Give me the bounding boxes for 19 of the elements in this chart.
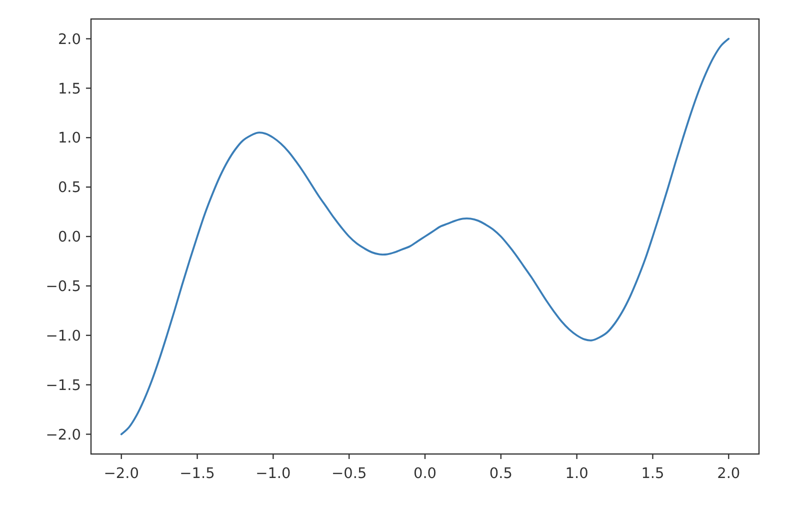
y-tick-label: −1.0 (46, 328, 81, 344)
y-tick-label: 0.5 (58, 180, 81, 196)
y-tick-label: 1.5 (58, 81, 81, 98)
x-tick-label: 2.0 (717, 466, 740, 482)
x-tick-label: 0.0 (413, 466, 437, 482)
x-tick-label: 1.0 (565, 466, 588, 482)
y-tick-label: 1.0 (58, 130, 81, 147)
y-tick-label: 0.0 (58, 230, 81, 246)
y-tick-label: −0.5 (46, 279, 81, 296)
y-tick-label: −1.5 (46, 378, 81, 394)
line-series (120, 38, 730, 436)
y-tick-label: −2.0 (46, 427, 81, 444)
x-tick-label: −2.0 (104, 466, 139, 482)
x-tick-label: 0.5 (489, 466, 512, 482)
x-tick-label: −1.5 (180, 466, 215, 482)
y-tick-label: 2.0 (58, 32, 81, 48)
x-tick-label: −1.0 (256, 466, 291, 482)
x-tick-label: −0.5 (331, 466, 367, 482)
x-tick-label: 1.5 (641, 466, 664, 482)
